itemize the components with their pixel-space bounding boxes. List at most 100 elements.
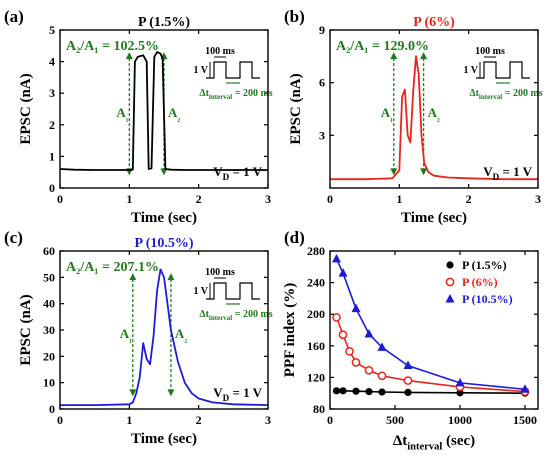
vd-text: VD = 1 V — [213, 164, 262, 182]
series-3: P (10.5%) — [332, 253, 530, 393]
ratio-text: A₂/A₁ = 129.0% — [336, 39, 429, 54]
data-point — [364, 328, 374, 338]
data-point — [351, 358, 361, 367]
ratio-text: A₂/A₁ = 207.1% — [66, 260, 159, 275]
y-tick-label: 200 — [307, 307, 325, 321]
pulse-width-label: 100 ms — [475, 46, 505, 57]
chart-title: P (10.5%) — [134, 236, 193, 251]
amplitude-label: A₁ — [120, 326, 132, 343]
series-line — [59, 51, 268, 171]
pulse-train — [206, 61, 260, 79]
x-axis-label: Time (sec) — [131, 431, 197, 447]
panel-label: (d) — [284, 228, 305, 247]
data-point — [403, 376, 413, 385]
legend-marker — [446, 261, 454, 269]
pulse-width-label: 100 ms — [205, 46, 235, 57]
y-tick-label: 80 — [313, 402, 325, 416]
x-tick-label: 3 — [535, 192, 541, 206]
arrow-head-down — [420, 168, 428, 176]
panel-label: (a) — [4, 7, 24, 26]
data-point — [338, 330, 348, 340]
data-point — [351, 303, 361, 313]
y-tick-label: 3 — [49, 86, 55, 100]
y-tick-label: 60 — [43, 244, 55, 258]
x-tick-label: 500 — [386, 413, 404, 427]
amplitude-label: A₂ — [168, 105, 180, 122]
data-point — [520, 384, 530, 393]
pulse-amplitude-label: 1 V — [193, 65, 208, 76]
x-tick-label: 1 — [126, 192, 132, 206]
x-tick-label: 0 — [327, 413, 333, 427]
data-point — [403, 360, 413, 370]
y-axis-label: EPSC (nA) — [18, 73, 34, 144]
y-tick-label: 2 — [49, 118, 55, 132]
data-point — [377, 342, 387, 351]
pulse-inset: 100 ms 1 V Δtinterval = 200 ms — [463, 46, 542, 101]
x-tick-label: 2 — [196, 192, 202, 206]
amplitude-label: A₂ — [428, 105, 440, 122]
data-point — [332, 253, 341, 263]
y-tick-label: 5 — [49, 23, 55, 37]
pulse-train — [476, 61, 530, 79]
data-point — [364, 365, 374, 375]
data-point — [455, 377, 465, 387]
y-axis-label: EPSC (nA) — [18, 294, 34, 365]
data-point — [377, 371, 387, 381]
pulse-inset: 100 ms 1 V Δtinterval = 200 ms — [193, 46, 272, 101]
x-tick-label: 1 — [396, 192, 402, 206]
data-point — [378, 388, 386, 396]
y-tick-label: 120 — [307, 370, 325, 384]
arrow-head-up — [125, 52, 133, 60]
data-point — [345, 346, 354, 356]
y-tick-label: 240 — [307, 276, 325, 290]
legend-marker — [445, 277, 455, 287]
fit-line — [335, 258, 526, 391]
y-tick-label: 50 — [43, 270, 55, 284]
x-axis-label: Time (sec) — [401, 210, 467, 226]
panel-label: (b) — [284, 7, 305, 26]
y-axis-label: PPF index (%) — [282, 283, 298, 377]
x-tick-label: 1500 — [513, 413, 537, 427]
data-point — [365, 388, 373, 396]
y-tick-label: 6 — [319, 76, 325, 90]
x-tick-label: 3 — [265, 413, 271, 427]
series-line — [330, 55, 538, 181]
x-axis-label: Time (sec) — [131, 210, 197, 226]
data-point — [404, 388, 412, 397]
data-point — [339, 387, 347, 395]
y-tick-label: 4 — [49, 55, 55, 69]
x-axis-label: Δtinterval (sec) — [393, 433, 475, 453]
x-tick-label: 1 — [126, 413, 132, 427]
pulse-train — [206, 282, 260, 300]
x-tick-label: 0 — [327, 192, 333, 206]
arrow-head-up — [420, 52, 428, 60]
ratio-text: A₂/A₁ = 102.5% — [66, 39, 159, 54]
data-point — [332, 387, 341, 395]
y-tick-label: 9 — [319, 23, 325, 37]
chart-title: P (6%) — [413, 15, 455, 30]
y-tick-label: 0 — [49, 181, 55, 195]
x-tick-label: 0 — [57, 192, 63, 206]
fit-line — [335, 317, 526, 393]
plot-frame — [329, 29, 539, 189]
arrow-head-up — [129, 273, 137, 281]
data-point — [456, 389, 464, 397]
x-tick-label: 3 — [265, 192, 271, 206]
arrow-head-down — [167, 389, 175, 397]
legend-marker — [445, 294, 455, 303]
data-point — [352, 387, 360, 395]
arrow-head-down — [129, 389, 137, 397]
fit-line — [336, 390, 526, 394]
arrow-head-down — [160, 168, 168, 176]
series-line — [60, 268, 269, 406]
pulse-amplitude-label: 1 V — [193, 286, 208, 297]
chart-title: P (1.5%) — [138, 15, 190, 30]
legend-label: P (1.5%) — [462, 258, 507, 272]
arrow-head-down — [390, 168, 398, 176]
arrow-head-up — [167, 273, 175, 281]
interval-label: Δtinterval = 200 ms — [199, 309, 272, 322]
y-tick-label: 10 — [43, 376, 55, 390]
plot-frame — [59, 250, 269, 410]
y-tick-label: 20 — [43, 349, 55, 363]
